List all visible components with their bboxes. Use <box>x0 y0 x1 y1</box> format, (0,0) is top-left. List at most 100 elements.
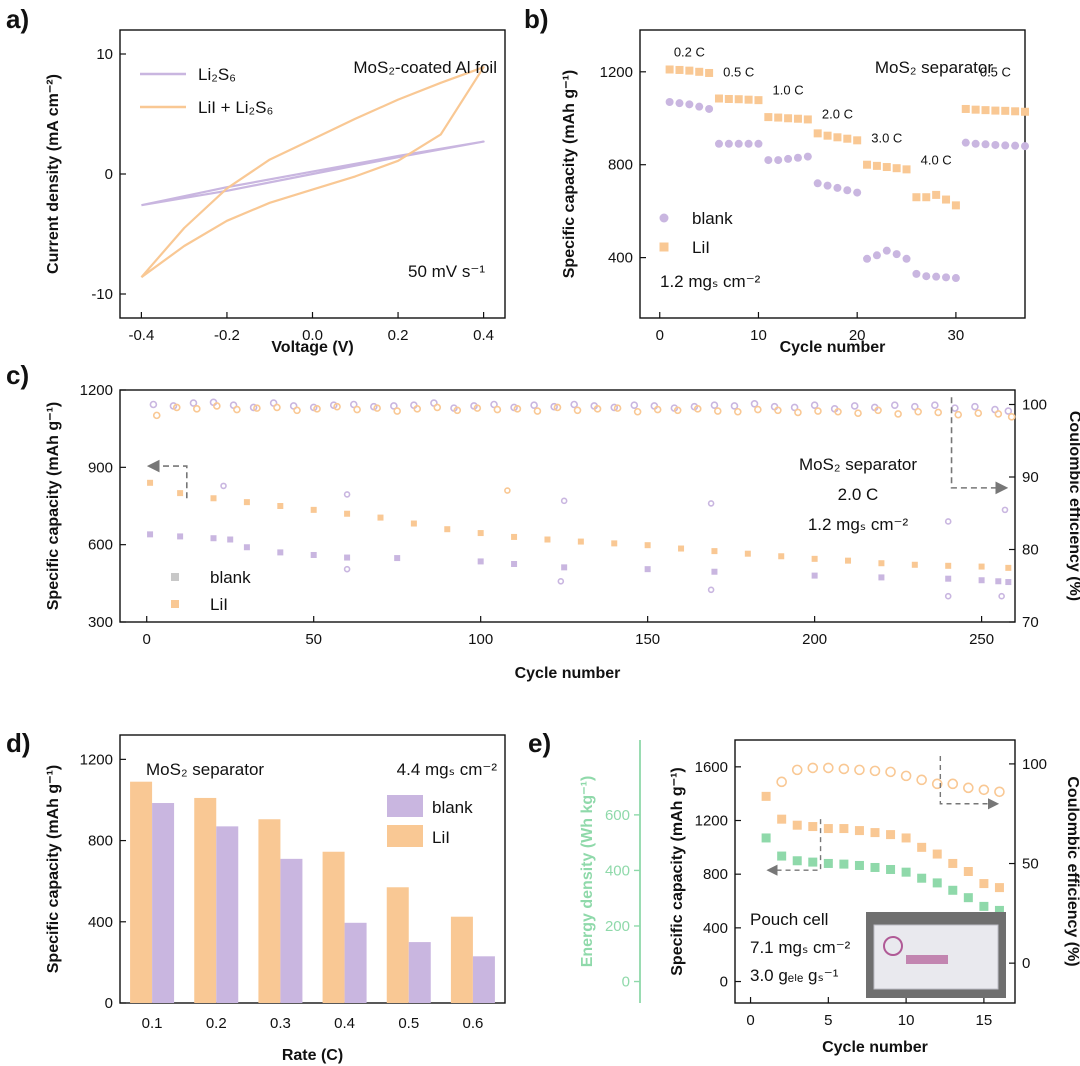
data-point-blank-CE <box>971 402 979 411</box>
data-point-LiI <box>511 533 518 540</box>
x-tick-label: 0 <box>143 631 151 648</box>
y-tick-label: 800 <box>88 833 113 850</box>
data-point-blank <box>210 535 217 542</box>
panel-label: b) <box>524 4 549 34</box>
data-point-LiI <box>961 104 970 113</box>
panel-e: e) 0 5 10 15 0 400 800 1200 1600 0 50 100 0 200 400 600 E… <box>528 728 1080 1056</box>
x-tick-label: 0.4 <box>473 327 494 344</box>
rate-label: 2.0 C <box>822 106 853 121</box>
y-tick-label-right: 100 <box>1022 756 1047 773</box>
data-point-Coulombic-efficiency <box>963 782 974 794</box>
data-point-LiI <box>1021 107 1029 116</box>
right-axis-arrow <box>950 397 1009 495</box>
y-axis-label: Current density (mA cm⁻²) <box>45 74 62 274</box>
data-point-blank-CE <box>911 402 919 411</box>
x-tick-label: 15 <box>976 1012 993 1029</box>
bar-blank <box>216 826 239 1003</box>
data-point-blank <box>1001 141 1010 150</box>
data-point-Coulombic-efficiency <box>791 764 803 776</box>
rate-label: 3.0 C <box>871 131 902 146</box>
data-point-LiI-CE <box>533 407 542 415</box>
data-point-Coulombic-efficiency <box>900 770 912 782</box>
data-point-LiI <box>764 113 773 122</box>
data-point-blank <box>902 254 911 263</box>
data-point-blank <box>833 183 842 192</box>
data-point-LiI <box>705 68 714 77</box>
plot-frame <box>639 29 1026 319</box>
data-point-blank <box>675 99 684 108</box>
data-point-Coulombic-efficiency <box>869 765 881 777</box>
rate-label: 4.0 C <box>921 153 952 168</box>
data-point-LiI-CE <box>593 405 602 413</box>
cv-curve-blank <box>141 140 485 207</box>
data-point-blank-CE <box>1004 407 1013 415</box>
data-point-LiI <box>277 503 284 509</box>
data-point-blank <box>734 139 743 148</box>
data-point-Energy-density <box>948 885 958 895</box>
data-point-LiI <box>744 550 751 557</box>
x-tick-label: 0.2 <box>206 1015 227 1032</box>
data-point-blank-CE <box>490 400 498 409</box>
rate-label: 0.5 C <box>980 64 1011 79</box>
data-point-Coulombic-efficiency <box>931 778 943 790</box>
data-point-blank-CE <box>610 403 619 412</box>
y-axis-label-right: Coulombic efficiency (%) <box>1064 776 1080 966</box>
bar-LiI <box>130 781 153 1003</box>
data-point-LiI-CE <box>834 407 842 416</box>
legend-marker-blank <box>659 213 669 223</box>
data-point-blank <box>1021 142 1029 151</box>
data-point-blank <box>177 533 184 540</box>
annotation: 1.2 mgₛ cm⁻² <box>808 515 909 534</box>
data-point-Energy-density <box>963 893 973 903</box>
data-point-Energy-density <box>854 860 864 870</box>
data-point-Coulombic-efficiency <box>994 786 1005 798</box>
annotation: 4.4 mgₛ cm⁻² <box>397 760 498 779</box>
bar-LiI <box>258 819 281 1003</box>
rate-label: 0.5 C <box>723 64 754 79</box>
data-point-LiI <box>678 545 685 552</box>
x-tick-label: 250 <box>969 631 994 648</box>
y-tick-label-right: 70 <box>1022 614 1039 631</box>
data-point-LiI <box>711 548 718 555</box>
y-tick-label: 1200 <box>695 813 728 830</box>
x-tick-label: 0.1 <box>142 1015 163 1032</box>
outlier-point <box>557 577 565 585</box>
data-point-LiI-CE <box>613 404 622 412</box>
x-tick-label: 0.3 <box>270 1015 291 1032</box>
y-tick-label-right: 0 <box>1022 955 1030 972</box>
data-point-LiI <box>942 195 951 204</box>
data-point-blank-CE <box>810 401 819 410</box>
data-point-blank <box>978 577 985 584</box>
energy-tick-label: 200 <box>605 918 630 935</box>
data-point-blank <box>227 536 234 543</box>
data-point-blank <box>942 273 951 282</box>
data-point-LiI-CE <box>713 407 722 415</box>
y-axis-label: Specific capacity (mAh g⁻¹) <box>45 402 62 611</box>
data-point-LiI-CE <box>313 405 321 413</box>
energy-tick-label: 600 <box>605 807 630 824</box>
data-point-LiI-CE <box>633 407 642 416</box>
data-point-LiI-CE <box>152 411 161 420</box>
panel-a: a) -0.4 -0.2 0.0 0.2 0.4 10 0 -10 Voltage (V) Curr… <box>6 4 506 356</box>
data-point-LiI-CE <box>493 405 502 414</box>
data-point-blank <box>705 104 714 113</box>
data-point-LiI <box>863 160 872 169</box>
data-point-blank <box>813 179 822 188</box>
data-point-Specific-capacity <box>963 867 973 876</box>
y-tick-label-right: 50 <box>1022 856 1039 873</box>
y-tick-label: 1200 <box>600 64 633 81</box>
data-point-blank <box>310 551 317 558</box>
data-point-LiI-CE <box>473 404 482 412</box>
data-point-Specific-capacity <box>901 833 911 843</box>
data-point-Specific-capacity <box>854 826 864 836</box>
data-point-blank <box>853 188 862 197</box>
data-point-Specific-capacity <box>792 820 802 830</box>
data-point-LiI-CE <box>794 408 802 417</box>
data-point-Energy-density <box>932 878 942 888</box>
data-point-LiI <box>147 479 154 486</box>
data-point-blank-CE <box>349 400 358 409</box>
data-point-Energy-density <box>886 864 896 874</box>
data-point-blank <box>764 156 773 165</box>
data-point-blank <box>991 140 1000 149</box>
